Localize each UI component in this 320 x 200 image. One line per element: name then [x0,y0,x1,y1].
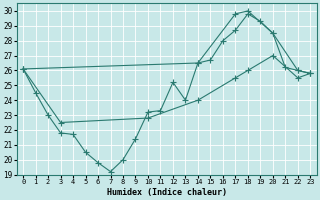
X-axis label: Humidex (Indice chaleur): Humidex (Indice chaleur) [107,188,227,197]
